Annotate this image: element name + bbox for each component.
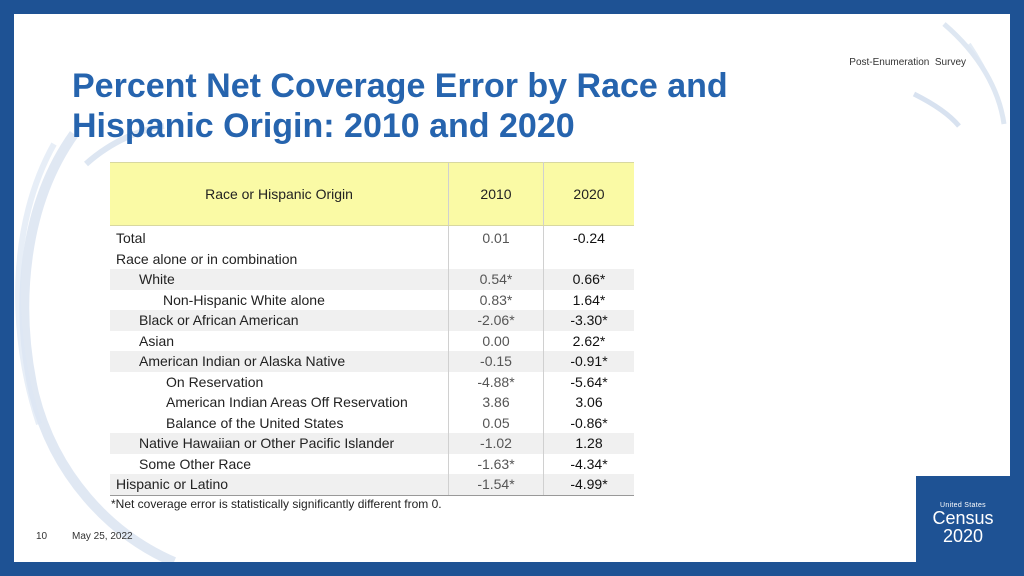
table-row: Balance of the United States 0.05 -0.86*: [110, 412, 634, 433]
value-2010: -4.88*: [448, 371, 544, 392]
row-label: Race alone or in combination: [116, 250, 298, 267]
table-row: American Indian or Alaska Native -0.15 -…: [110, 351, 634, 372]
table-row: Total 0.01 -0.24: [110, 225, 634, 249]
value-2020: -4.99*: [543, 474, 634, 496]
value-2020: -3.30*: [543, 310, 634, 331]
value-2020: -0.86*: [570, 414, 608, 431]
row-label: White: [110, 269, 449, 290]
value-2020: -5.64*: [570, 373, 608, 390]
value-2010: 0.00: [448, 330, 544, 351]
table-row: Non-Hispanic White alone 0.83* 1.64*: [110, 289, 634, 310]
table-row: Race alone or in combination: [110, 248, 635, 270]
coverage-error-table: Race or Hispanic Origin 2010 2020 Total …: [110, 162, 634, 496]
row-label: Hispanic or Latino: [110, 474, 449, 496]
value-2010: 0.83*: [448, 289, 544, 310]
page-number: 10: [36, 531, 48, 542]
value-2010: 0.54*: [448, 269, 544, 290]
table-row: Black or African American -2.06* -3.30*: [110, 310, 634, 331]
row-label: Asian: [139, 332, 175, 349]
table-row: Some Other Race -1.63* -4.34*: [110, 453, 634, 474]
footer-date: May 25, 2022: [72, 531, 133, 542]
row-label: American Indian or Alaska Native: [110, 351, 449, 372]
decorative-swooshes: [15, 22, 1007, 562]
slide: Post-Enumeration Survey Percent Net Cove…: [14, 14, 1010, 562]
value-2020: -0.24: [573, 230, 605, 246]
value-2020: [544, 249, 635, 270]
value-2010: -0.15: [448, 351, 544, 372]
census-2020-logo: United States Census 2020: [916, 476, 1010, 562]
row-label: Some Other Race: [139, 455, 252, 472]
title-line-1: Percent Net Coverage Error by Race and: [72, 67, 728, 105]
value-2020: 1.64*: [572, 291, 606, 308]
value-2010: 3.86: [448, 392, 544, 413]
value-2010: 0.01: [448, 225, 544, 249]
row-label: Black or African American: [110, 310, 449, 331]
column-header-2020: 2020: [543, 162, 634, 226]
value-2020: 1.28: [543, 433, 634, 454]
column-header-2010: 2010: [448, 162, 544, 226]
value-2010: 0.05: [448, 412, 544, 433]
title-line-2: Hispanic Origin: 2010 and 2020: [72, 107, 575, 145]
value-2020: -0.91*: [543, 351, 634, 372]
table-row: White 0.54* 0.66*: [110, 269, 634, 290]
table-row: American Indian Areas Off Reservation 3.…: [110, 392, 634, 413]
row-label: Balance of the United States: [166, 414, 344, 431]
logo-census-text: Census: [932, 508, 994, 528]
table-row: Asian 0.00 2.62*: [110, 330, 634, 351]
value-2020: 0.66*: [543, 269, 634, 290]
table-row: Hispanic or Latino -1.54* -4.99*: [110, 474, 634, 496]
table-header-row: Race or Hispanic Origin 2010 2020: [110, 162, 634, 226]
value-2010: -2.06*: [448, 310, 544, 331]
row-label: Native Hawaiian or Other Pacific Islande…: [110, 433, 449, 454]
table-row: Native Hawaiian or Other Pacific Islande…: [110, 433, 634, 454]
column-header-race: Race or Hispanic Origin: [110, 162, 449, 226]
row-label: Non-Hispanic White alone: [163, 291, 325, 308]
value-2010: [448, 248, 544, 269]
row-label: On Reservation: [166, 373, 264, 390]
survey-label: Post-Enumeration Survey: [849, 57, 966, 68]
value-2010: -1.02: [448, 433, 544, 454]
footnote: *Net coverage error is statistically sig…: [111, 497, 442, 511]
row-label: American Indian Areas Off Reservation: [166, 394, 408, 410]
logo-year-text: 2020: [942, 526, 984, 546]
value-2010: -1.54*: [448, 474, 544, 496]
table-row: On Reservation -4.88* -5.64*: [110, 371, 634, 392]
value-2020: 3.06: [575, 394, 603, 410]
page-title: Percent Net Coverage Error by Race and H…: [72, 66, 832, 146]
value-2010: -1.63*: [448, 453, 544, 474]
value-2020: 2.62*: [572, 332, 606, 349]
value-2020: -4.34*: [570, 455, 608, 472]
logo-united-states-text: United States: [940, 502, 986, 509]
row-label: Total: [116, 230, 146, 246]
